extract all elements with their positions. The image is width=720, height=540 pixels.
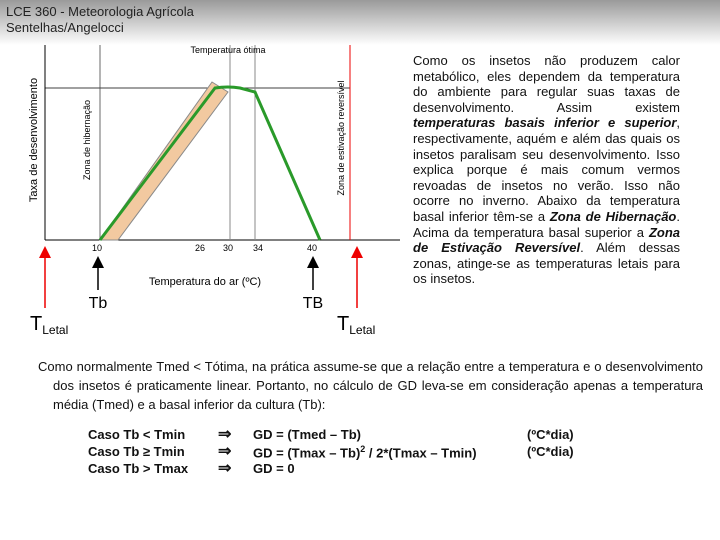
unit: (ºC*dia) [527,444,574,459]
text-run: Como os insetos não produzem calor metab… [413,53,680,115]
case: Caso Tb ≥ Tmin [88,444,185,459]
arrow: ⇒ [218,443,232,460]
y-axis-label: Taxa de desenvolvimento [28,78,40,202]
tick-label: 30 [223,243,233,253]
lethal-right: TLetal [337,313,375,337]
subtitle: Sentelhas/Angelocci [6,20,124,35]
formula: GD = 0 [253,461,295,476]
formula-formula: GD = (Tmed – Tb) [253,427,361,442]
tB-label: TB [303,295,323,312]
formula-arrow: ⇒ [218,441,231,461]
formula-formula: GD = 0 [253,461,295,476]
formula-rest: / 2*(Tmax – Tmin) [365,445,477,461]
formula: GD = (Tmax – Tb) [253,445,361,461]
development-curve [98,85,322,241]
optimum-label: Temperatura ótima [190,45,265,55]
tick-label: 40 [307,243,317,253]
arrow: ⇒ [218,426,232,443]
case: Caso Tb > Tmax [88,461,189,476]
formula-arrow: ⇒ [218,458,231,478]
formula-case: Caso Tb > Tmax [88,461,188,476]
formula-formula: GD = (Tmax – Tb)2 / 2*(Tmax – Tmin) [253,444,477,460]
linear-band [99,81,229,241]
emphasis: Zona de Hibernação [549,208,677,224]
text-run: . Além dessas zonas, atinge-se as temper… [413,240,680,287]
formula-case: Caso Tb < Tmin [88,427,185,442]
formula-arrow: ⇒ [218,424,231,444]
zone-low-label: Zona de hibernação [82,100,92,180]
formula-unit: (ºC*dia) [527,427,574,442]
body-text: Como normalmente Tmed < Tótima, na práti… [38,359,703,412]
emphasis: temperaturas basais inferior e superior [413,115,677,131]
formula: GD = (Tmed – Tb) [253,427,361,442]
unit: (ºC*dia) [527,427,574,442]
case: Caso Tb < Tmin [88,427,186,442]
tick-label: 34 [253,243,263,253]
tick-label: 26 [195,243,205,253]
header-band [0,0,720,45]
header: LCE 360 - Meteorologia Agrícola Sentelha… [6,4,194,36]
side-text: Como os insetos não produzem calor metab… [413,53,680,287]
zone-high-label: Zona de estivação reversível [336,80,346,195]
emphasis: Zona de Estivação Reversível [413,224,680,256]
formula-unit: (ºC*dia) [527,444,574,459]
tb-label: Tb [89,295,108,312]
formula-case: Caso Tb ≥ Tmin [88,444,185,459]
arrow: ⇒ [218,460,232,477]
text-run: , respectivamente, aquém e além das quai… [413,115,680,224]
title: LCE 360 - Meteorologia Agrícola [6,4,194,19]
x-axis-label: Temperatura do ar (ºC) [149,276,261,288]
power: 2 [360,444,366,454]
text-run: . Acima da temperatura basal superior a [413,208,680,240]
tick-label: 10 [92,243,102,253]
lethal-left: TLetal [30,313,68,337]
